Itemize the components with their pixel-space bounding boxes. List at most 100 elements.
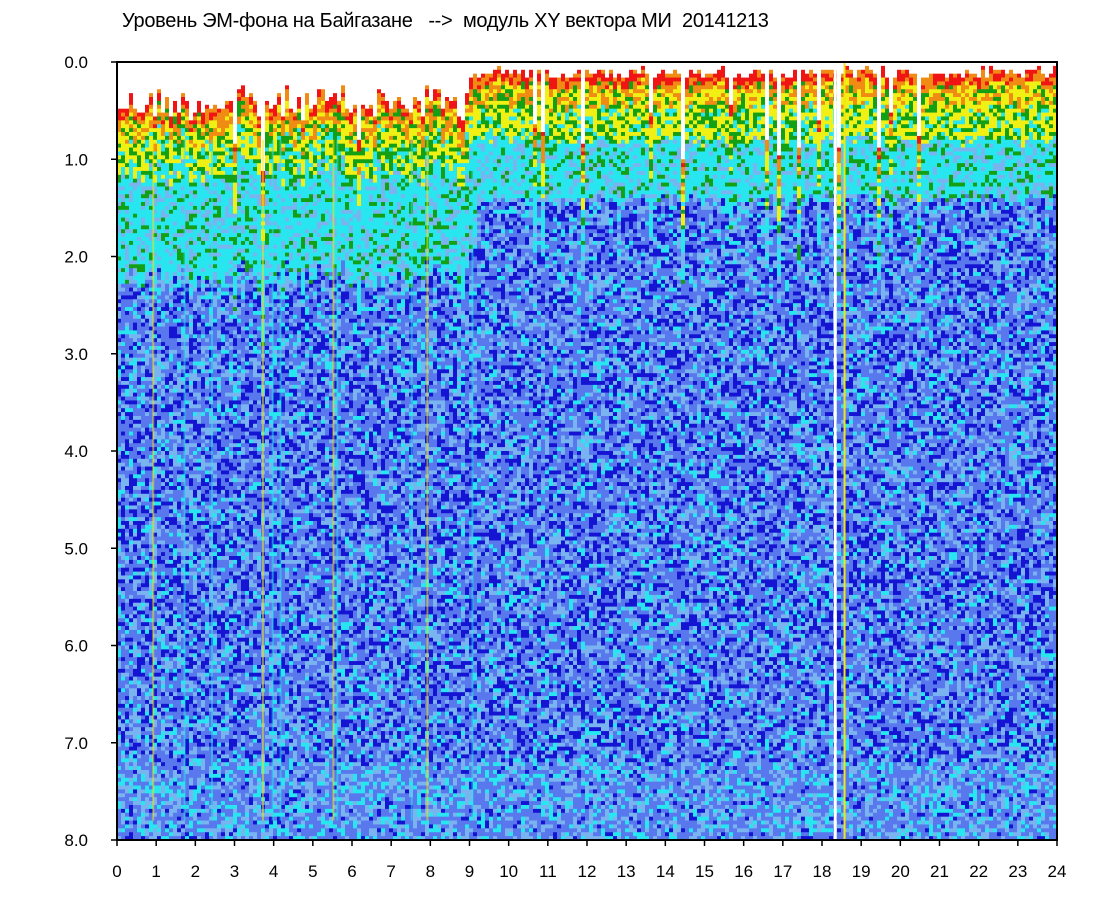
heatmap-cell (129, 428, 133, 432)
heatmap-cell (137, 85, 141, 89)
heatmap-cell (157, 455, 161, 459)
heatmap-cell (157, 299, 161, 303)
heatmap-cell (141, 525, 145, 529)
heatmap-cell (141, 579, 145, 583)
heatmap-cell (137, 416, 141, 420)
heatmap-cell (121, 140, 125, 144)
heatmap-cell (137, 171, 141, 175)
heatmap-cell (157, 97, 161, 101)
heatmap-cell (165, 105, 169, 109)
heatmap-cell (121, 315, 125, 319)
heatmap-cell (161, 93, 165, 97)
heatmap-cell (161, 490, 165, 494)
heatmap-cell (129, 323, 133, 327)
heatmap-cell (145, 89, 149, 93)
heatmap-cell (133, 381, 137, 385)
heatmap-cell (157, 630, 161, 634)
heatmap-cell (145, 233, 149, 237)
heatmap-cell (129, 435, 133, 439)
heatmap-cell (121, 319, 125, 323)
heatmap-cell (129, 540, 133, 544)
heatmap-cell (137, 233, 141, 237)
heatmap-cell (153, 66, 157, 70)
heatmap-cell (129, 758, 133, 762)
heatmap-cell (137, 603, 141, 607)
heatmap-cell (121, 393, 125, 397)
heatmap-cell (145, 439, 149, 443)
heatmap-cell (133, 540, 137, 544)
heatmap-cell (161, 786, 165, 790)
heatmap-cell (133, 700, 137, 704)
heatmap-cell (137, 186, 141, 190)
heatmap-cell (157, 144, 161, 148)
heatmap-cell (133, 342, 137, 346)
heatmap-cell (129, 116, 133, 120)
heatmap-cell (129, 463, 133, 467)
heatmap-cell (125, 533, 129, 537)
heatmap-cell (161, 661, 165, 665)
heatmap-cell (129, 564, 133, 568)
heatmap-cell (157, 716, 161, 720)
heatmap-cell (125, 70, 129, 74)
heatmap-cell (141, 385, 145, 389)
heatmap-cell (133, 327, 137, 331)
heatmap-cell (141, 190, 145, 194)
heatmap-cell (145, 295, 149, 299)
heatmap-cell (157, 673, 161, 677)
heatmap-cell (141, 365, 145, 369)
heatmap-cell (129, 824, 133, 828)
heatmap-cell (133, 113, 137, 117)
heatmap-cell (129, 136, 133, 140)
heatmap-cell (157, 552, 161, 556)
heatmap-cell (125, 490, 129, 494)
heatmap-cell (137, 389, 141, 393)
heatmap-cell (161, 190, 165, 194)
heatmap-cell (145, 463, 149, 467)
heatmap-cell (161, 194, 165, 198)
heatmap-cell (133, 116, 137, 120)
heatmap-cell (137, 591, 141, 595)
heatmap-cell (141, 253, 145, 257)
heatmap-cell (145, 315, 149, 319)
heatmap-cell (145, 81, 149, 85)
heatmap-cell (161, 424, 165, 428)
heatmap-cell (121, 113, 125, 117)
heatmap-cell (145, 377, 149, 381)
heatmap-cell (121, 136, 125, 140)
heatmap-cell (121, 470, 125, 474)
heatmap-cell (125, 292, 129, 296)
heatmap-cell (129, 385, 133, 389)
heatmap-cell (141, 696, 145, 700)
heatmap-cell (145, 529, 149, 533)
heatmap-cell (121, 151, 125, 155)
heatmap-cell (129, 681, 133, 685)
heatmap-cell (157, 120, 161, 124)
heatmap-cell (141, 186, 145, 190)
heatmap-cell (125, 260, 129, 264)
heatmap-cell (133, 774, 137, 778)
heatmap-cell (161, 572, 165, 576)
heatmap-cell (157, 587, 161, 591)
heatmap-cell (141, 284, 145, 288)
heatmap-cell (129, 124, 133, 128)
heatmap-cell (121, 560, 125, 564)
heatmap-cell (157, 140, 161, 144)
heatmap-cell (141, 731, 145, 735)
heatmap-cell (129, 809, 133, 813)
heatmap-cell (125, 505, 129, 509)
heatmap-cell (129, 614, 133, 618)
heatmap-cell (121, 233, 125, 237)
heatmap-cell (137, 264, 141, 268)
heatmap-cell (145, 646, 149, 650)
heatmap-cell (125, 435, 129, 439)
heatmap-cell (121, 498, 125, 502)
heatmap-cell (137, 537, 141, 541)
heatmap-cell (145, 97, 149, 101)
heatmap-cell (133, 303, 137, 307)
heatmap-cell (141, 677, 145, 681)
heatmap-cell (133, 97, 137, 101)
heatmap-cell (141, 70, 145, 74)
heatmap-cell (141, 116, 145, 120)
heatmap-cell (161, 692, 165, 696)
heatmap-cell (129, 377, 133, 381)
